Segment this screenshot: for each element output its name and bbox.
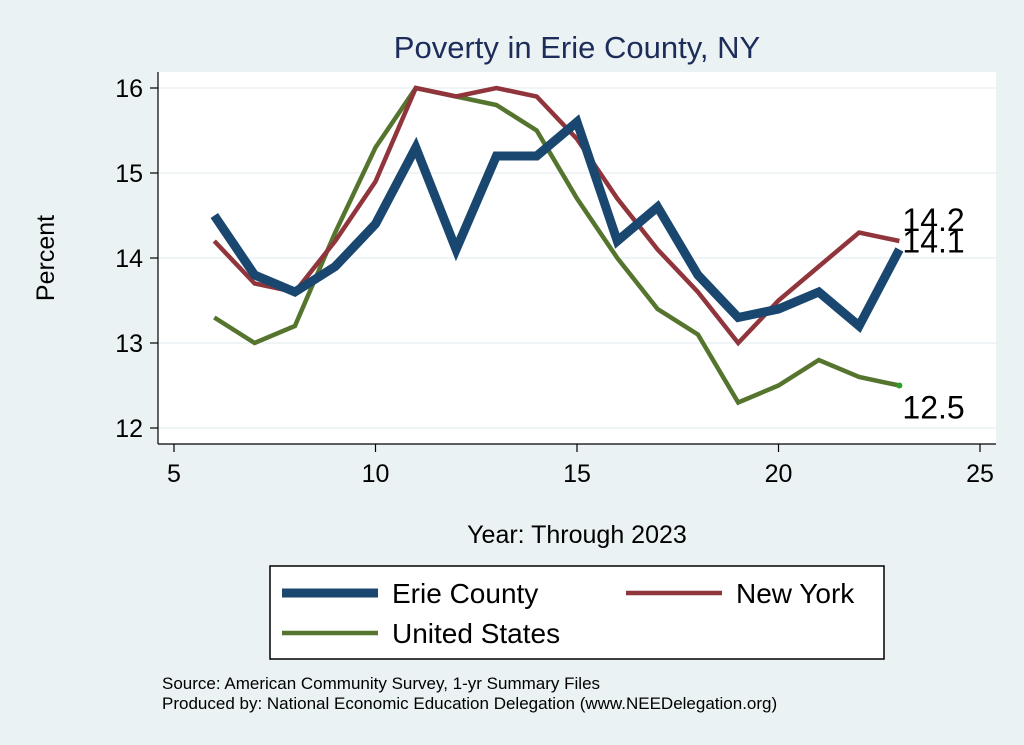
x-tick-label: 15 (563, 460, 591, 488)
legend-box (269, 565, 885, 660)
end-labels: 14.114.2 12.5 (902, 202, 964, 426)
y-axis-label: Percent (32, 215, 60, 301)
x-tick-label: 25 (966, 460, 994, 488)
y-tick-label: 14 (115, 245, 143, 273)
gridlines (158, 87, 996, 429)
y-tick-label: 15 (115, 160, 143, 188)
legend-label: Erie County (392, 578, 538, 609)
axes: 12 13 14 15 16 5 10 15 20 25 (115, 72, 996, 488)
legend-label: United States (392, 618, 560, 649)
series-lines (210, 85, 904, 406)
series-line-erie-county (210, 114, 904, 334)
legend: Erie County New York United States (282, 578, 855, 649)
x-tick-label: 10 (362, 460, 390, 488)
source-note: Source: American Community Survey, 1-yr … (162, 674, 600, 693)
x-tick-label: 20 (765, 460, 793, 488)
y-tick-label: 12 (115, 415, 143, 443)
end-label-united-states: 12.5 (902, 390, 964, 426)
produced-by-note: Produced by: National Economic Education… (162, 694, 777, 713)
x-tick-label: 5 (167, 460, 181, 488)
y-tick-label: 16 (115, 75, 143, 103)
y-tick-label: 13 (115, 330, 143, 358)
endpoint-marker (896, 382, 903, 389)
end-label-erie-county: 14.1 (902, 224, 964, 260)
chart-title: Poverty in Erie County, NY (394, 30, 760, 65)
series-line-new-york (212, 85, 900, 347)
legend-label: New York (736, 578, 855, 609)
x-axis-label: Year: Through 2023 (467, 521, 687, 549)
end-label-new-york: 14.2 (902, 202, 964, 238)
